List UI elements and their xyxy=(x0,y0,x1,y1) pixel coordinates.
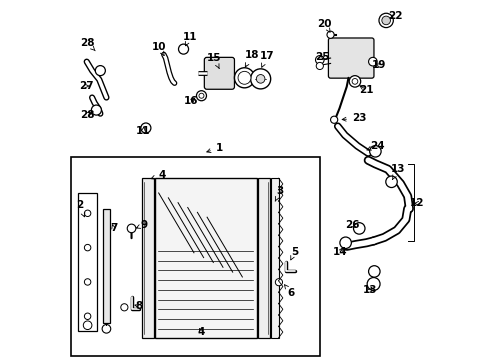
Circle shape xyxy=(368,57,376,66)
Text: 6: 6 xyxy=(284,285,294,298)
Text: 2: 2 xyxy=(76,200,84,217)
Circle shape xyxy=(83,321,92,329)
Text: 27: 27 xyxy=(79,81,94,91)
Circle shape xyxy=(339,237,351,248)
Text: 13: 13 xyxy=(362,285,377,296)
Circle shape xyxy=(351,78,357,84)
Circle shape xyxy=(141,123,151,133)
Circle shape xyxy=(256,75,264,83)
Text: 25: 25 xyxy=(315,52,329,62)
Text: 9: 9 xyxy=(136,220,147,230)
Circle shape xyxy=(353,223,364,234)
Circle shape xyxy=(275,279,282,286)
Text: 23: 23 xyxy=(342,113,366,123)
Text: 28: 28 xyxy=(80,38,95,51)
Circle shape xyxy=(102,324,110,333)
Circle shape xyxy=(316,62,323,69)
Text: 15: 15 xyxy=(206,53,221,68)
Circle shape xyxy=(84,313,91,319)
Circle shape xyxy=(369,145,380,157)
Text: 10: 10 xyxy=(152,42,166,55)
Text: 20: 20 xyxy=(317,19,331,32)
Text: 18: 18 xyxy=(244,50,258,67)
Text: 22: 22 xyxy=(387,11,402,21)
Bar xyxy=(257,178,269,338)
Circle shape xyxy=(368,266,379,277)
Circle shape xyxy=(178,44,188,54)
Circle shape xyxy=(196,91,206,101)
Text: 11: 11 xyxy=(183,32,197,46)
FancyBboxPatch shape xyxy=(328,38,373,78)
Circle shape xyxy=(385,176,396,188)
Text: 16: 16 xyxy=(184,96,198,106)
Circle shape xyxy=(127,224,136,233)
Text: 4: 4 xyxy=(197,327,205,337)
Circle shape xyxy=(84,244,91,251)
Text: 1: 1 xyxy=(206,143,223,153)
Circle shape xyxy=(199,93,203,98)
Text: 24: 24 xyxy=(366,140,384,150)
Text: 14: 14 xyxy=(333,247,347,257)
FancyBboxPatch shape xyxy=(204,57,234,89)
Bar xyxy=(142,178,154,338)
Bar xyxy=(78,193,97,330)
Circle shape xyxy=(84,210,91,216)
Text: 5: 5 xyxy=(290,247,298,260)
Circle shape xyxy=(234,68,254,88)
Text: 21: 21 xyxy=(359,85,373,95)
Circle shape xyxy=(348,76,360,87)
Bar xyxy=(271,178,278,338)
Circle shape xyxy=(315,55,324,64)
Circle shape xyxy=(95,66,105,76)
Circle shape xyxy=(381,16,389,25)
Text: 17: 17 xyxy=(259,51,273,67)
Circle shape xyxy=(121,304,128,311)
Circle shape xyxy=(250,69,270,89)
Text: 4: 4 xyxy=(151,170,165,180)
Bar xyxy=(70,157,319,356)
Circle shape xyxy=(366,278,379,291)
Text: 19: 19 xyxy=(371,60,386,70)
Text: 12: 12 xyxy=(408,198,423,208)
Text: 8: 8 xyxy=(135,301,142,311)
Text: 11: 11 xyxy=(136,126,150,135)
Circle shape xyxy=(330,116,337,123)
Circle shape xyxy=(84,279,91,285)
Text: 26: 26 xyxy=(344,220,359,230)
Text: 13: 13 xyxy=(390,164,405,180)
Circle shape xyxy=(238,71,250,84)
Circle shape xyxy=(91,105,101,115)
Text: 3: 3 xyxy=(275,186,284,201)
Text: 28: 28 xyxy=(80,110,95,120)
Bar xyxy=(155,178,257,338)
Circle shape xyxy=(378,13,392,28)
Text: 7: 7 xyxy=(110,224,117,233)
Bar xyxy=(102,209,110,323)
Circle shape xyxy=(326,31,333,39)
